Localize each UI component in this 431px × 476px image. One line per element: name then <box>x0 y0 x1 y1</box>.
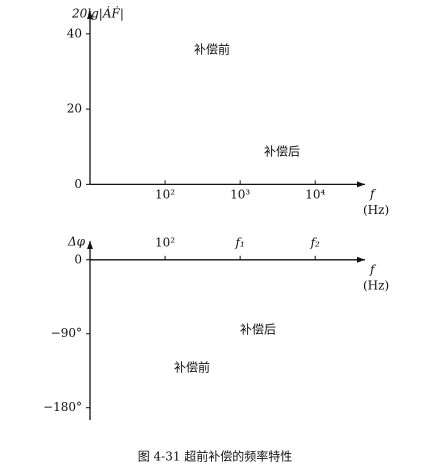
y-axis-arrow <box>87 11 93 19</box>
x-tick-label: f₁ <box>235 236 245 250</box>
series-label: 补偿前 <box>194 42 230 57</box>
y-tick-label: −90° <box>51 326 82 340</box>
x-tick-label: 10² <box>155 188 175 202</box>
y-axis-arrow <box>87 241 93 249</box>
y-tick-label: 0 <box>74 252 82 266</box>
series-label: 补偿后 <box>264 144 300 159</box>
y-axis-label: Δφ <box>67 235 86 249</box>
caption: 图 4-31 超前补偿的频率特性 <box>138 449 293 464</box>
y-tick-label: −180° <box>43 400 82 414</box>
y-axis-label: 20lg|ȦḞ| <box>71 6 124 21</box>
x-axis-arrow <box>357 181 365 188</box>
series-label: 补偿前 <box>174 360 210 375</box>
x-axis-arrow <box>357 256 365 263</box>
y-tick-label: 20 <box>67 102 82 116</box>
x-tick-label: 10⁴ <box>305 188 325 202</box>
x-tick-label: f₂ <box>310 236 320 250</box>
x-axis-label: f <box>369 187 377 201</box>
y-tick-label: 0 <box>74 177 82 191</box>
x-axis-label: f <box>369 262 377 276</box>
x-tick-label: 10² <box>155 236 175 250</box>
y-tick-label: 40 <box>67 26 82 40</box>
x-axis-unit: (Hz) <box>363 278 389 292</box>
series-label: 补偿后 <box>240 322 276 337</box>
x-axis-unit: (Hz) <box>363 203 389 217</box>
x-tick-label: 10³ <box>230 188 250 202</box>
